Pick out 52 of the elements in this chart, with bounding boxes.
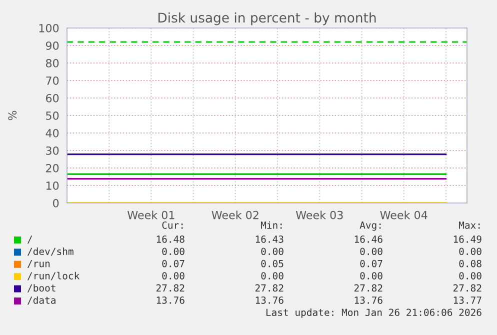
text: 0.00 (360, 248, 382, 256)
y-tick-label: 30 (46, 146, 59, 155)
text: Min: (260, 221, 282, 229)
text: 27.82 (453, 284, 482, 292)
y-tick-label: 60 (46, 94, 59, 102)
text: 0.00 (162, 272, 184, 280)
legend-label: / (27, 236, 32, 244)
y-tick-label: 0 (53, 198, 59, 208)
text: 16.46 (354, 235, 382, 243)
y-tick-label: 100 (39, 24, 59, 32)
text: Avg: (360, 222, 381, 231)
legend-label: /data (27, 296, 56, 305)
text: 27.82 (156, 284, 184, 292)
x-tick-label: Week 01 (128, 210, 174, 220)
legend-label: /boot (27, 284, 56, 292)
text: 13.77 (454, 296, 482, 304)
y-tick-label: 20 (46, 164, 59, 172)
text: Max: (458, 222, 480, 229)
text: 0.07 (162, 260, 184, 268)
y-tick-label: 90 (46, 41, 59, 50)
text: 27.82 (354, 284, 382, 292)
text: 0.00 (459, 248, 482, 256)
text: 0.08 (459, 260, 482, 268)
x-tick-label: Week 03 (296, 210, 343, 220)
text: 0.00 (261, 248, 284, 256)
text: 13.76 (256, 296, 284, 304)
chart-title: Disk usage in percent - by month (158, 12, 376, 26)
y-tick-label: 50 (46, 111, 59, 120)
text: 13.76 (156, 296, 184, 304)
text: 16.43 (256, 235, 284, 243)
text: 0.00 (162, 248, 184, 256)
text: Cur: (162, 221, 183, 229)
y-axis-title: % (8, 110, 17, 120)
text: 13.76 (354, 296, 382, 304)
text: Last update: Mon Jan 26 21:06:06 2026 (266, 308, 482, 318)
y-tick-label: 10 (46, 181, 59, 190)
text: 0.07 (360, 260, 382, 268)
x-tick-label: Week 04 (380, 210, 428, 220)
x-tick-label: Week 02 (212, 210, 258, 220)
text: 27.82 (255, 284, 284, 292)
legend-label: /run (27, 260, 50, 268)
text: 0.05 (261, 260, 284, 268)
text: 0.00 (261, 272, 284, 280)
legend-label: /dev/shm (27, 248, 74, 256)
y-tick-label: 80 (46, 58, 59, 68)
text: 0.00 (360, 272, 382, 280)
y-tick-label: 40 (46, 128, 59, 138)
y-tick-label: 70 (46, 76, 59, 85)
text: 16.48 (156, 235, 184, 243)
legend-label: /run/lock (27, 272, 80, 280)
text: 16.49 (454, 235, 482, 243)
text: 0.00 (459, 272, 482, 280)
